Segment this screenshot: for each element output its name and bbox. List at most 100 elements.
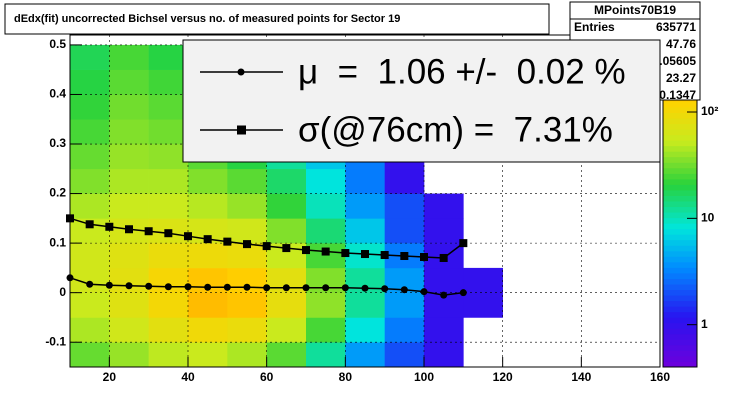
legend-label: μ = 1.06 +/- 0.02 % [298, 52, 626, 91]
marker [125, 225, 133, 234]
legend-marker [237, 68, 245, 76]
heatmap-cell [188, 342, 228, 368]
marker [66, 214, 74, 223]
heatmap-cell [384, 218, 425, 244]
heatmap-cell [384, 193, 425, 219]
color-bar-step [663, 173, 697, 180]
heatmap-cell [227, 218, 267, 244]
color-bar-step [663, 261, 697, 268]
stats-label: Entries [574, 20, 615, 34]
color-bar-step [663, 162, 697, 169]
color-bar-step [663, 311, 697, 318]
heatmap-cell [306, 218, 346, 244]
marker [164, 283, 172, 291]
heatmap-cell [109, 69, 149, 95]
heatmap-cell [424, 193, 464, 219]
heatmap-cell [266, 292, 307, 318]
marker [302, 284, 310, 292]
marker [85, 220, 94, 229]
heatmap-cell [227, 342, 267, 368]
marker [439, 253, 448, 262]
heatmap-cell [109, 342, 149, 368]
heatmap-cell [148, 69, 189, 95]
stats-value: 0.1347 [659, 88, 696, 102]
heatmap-cell [266, 317, 307, 343]
color-bar-step [663, 267, 697, 274]
heatmap-cell [384, 168, 425, 194]
heatmap-cell [148, 292, 189, 318]
marker [263, 284, 271, 292]
color-bar-step [663, 223, 697, 230]
stats-value: 47.76 [666, 37, 696, 51]
heatmap-cell [188, 168, 228, 194]
heatmap-cell [148, 342, 189, 368]
z-tick-label: 10 [701, 211, 715, 225]
heatmap-cell [424, 342, 464, 368]
y-tick-label: -0.1 [45, 334, 66, 348]
color-bar-step [663, 300, 697, 307]
heatmap-cell [70, 292, 110, 318]
heatmap-cell [266, 218, 307, 244]
color-bar-step [663, 333, 697, 340]
marker [400, 252, 409, 261]
heatmap-cell [188, 243, 228, 269]
marker [361, 250, 369, 259]
x-tick-label: 20 [103, 370, 117, 384]
marker [86, 280, 94, 288]
color-bar-step [663, 295, 697, 302]
z-tick-label: 1 [701, 317, 708, 331]
marker [381, 285, 389, 293]
heatmap-cell [148, 168, 189, 194]
color-bar-step [663, 178, 697, 185]
y-tick-label: 0.2 [49, 186, 66, 200]
color-bar-step [663, 112, 697, 119]
heatmap-cell [463, 267, 503, 293]
heatmap-cell [148, 243, 189, 269]
heatmap-cell [188, 317, 228, 343]
heatmap-cell [109, 119, 149, 145]
marker [420, 252, 428, 261]
title-box [4, 3, 550, 35]
x-tick-label: 60 [260, 370, 274, 384]
x-tick-label: 40 [181, 370, 195, 384]
heatmap-cell [109, 243, 149, 269]
x-tick-label: 120 [493, 370, 513, 384]
color-bar-step [663, 250, 697, 257]
heatmap-cell [345, 193, 385, 219]
heatmap-cell [109, 317, 149, 343]
legend-label: σ(@76cm) = 7.31% [298, 110, 613, 149]
marker [204, 283, 212, 291]
heatmap-cell [227, 317, 267, 343]
plot-frame [69, 34, 661, 368]
marker [203, 235, 212, 244]
heatmap-cell [70, 342, 110, 368]
heatmap-cell [384, 317, 425, 343]
marker [282, 244, 291, 253]
marker [341, 284, 349, 292]
heatmap-cell [463, 292, 503, 318]
color-bar-step [663, 156, 697, 163]
marker [223, 283, 231, 291]
x-tick-label: 100 [414, 370, 434, 384]
color-bar-step [663, 201, 697, 208]
marker [184, 283, 192, 291]
heatmap-cell [384, 292, 425, 318]
color-bar-step [663, 355, 697, 362]
color-bar-step [663, 140, 697, 147]
heatmap-cell [109, 44, 149, 70]
color-bar-step [663, 184, 697, 191]
heatmap-cell [266, 168, 307, 194]
y-tick-label: 0.5 [49, 37, 66, 51]
heatmap-cell [148, 44, 189, 70]
heatmap-cell [306, 317, 346, 343]
heatmap-cell [227, 168, 267, 194]
heatmap-cell [306, 243, 346, 269]
heatmap-cell [345, 342, 385, 368]
x-tick-label: 80 [339, 370, 353, 384]
marker [184, 232, 192, 241]
marker [243, 240, 251, 249]
marker [380, 251, 389, 260]
color-bar-step [663, 212, 697, 219]
heatmap-cell [70, 243, 110, 269]
heatmap-cell [148, 144, 189, 170]
